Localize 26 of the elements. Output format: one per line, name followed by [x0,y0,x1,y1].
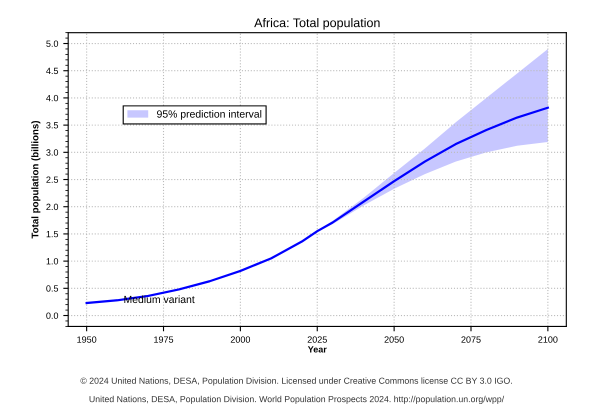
legend-label: 95% prediction interval [157,110,262,120]
x-tick-label: 2000 [230,336,250,343]
y-tick-label: 4.0 [46,94,58,102]
x-tick-label: 2100 [538,336,558,343]
y-tick-label: 2.5 [46,176,58,183]
x-tick-label: 2050 [384,336,404,343]
y-tick-label: 5.0 [46,40,58,47]
y-tick-label: 0.5 [46,285,58,292]
chart-title: Africa: Total population [254,18,380,30]
x-tick-label: 2025 [308,336,327,343]
line-series [86,106,549,304]
y-axis-title: Total population (billions) [31,120,40,238]
text: United Nations, DESA, Population Division. World Population Prospects 2024. http://population.un.org/wpp/ [90,396,504,404]
x-tick-label: 1975 [154,336,174,343]
y-tick-label: 1.0 [46,258,58,264]
y-tick-label: 4.5 [46,68,58,74]
y-tick-label: 0.0 [46,312,58,319]
x-tick-label: 1950 [77,336,96,343]
y-tick-label: 3.5 [46,122,58,128]
y-tick-label: 1.5 [46,230,58,238]
text: © 2024 United Nations, DESA, Population Division. Licensed under Creative Commons license CC BY 3.0 IGO. [80,377,512,386]
y-tick-label: 3.0 [46,149,58,156]
x-axis-title: Year [308,346,327,353]
y-tick-label: 2.0 [46,204,58,210]
x-tick-label: 2075 [461,336,481,343]
annotation: Medium variant [124,295,195,304]
